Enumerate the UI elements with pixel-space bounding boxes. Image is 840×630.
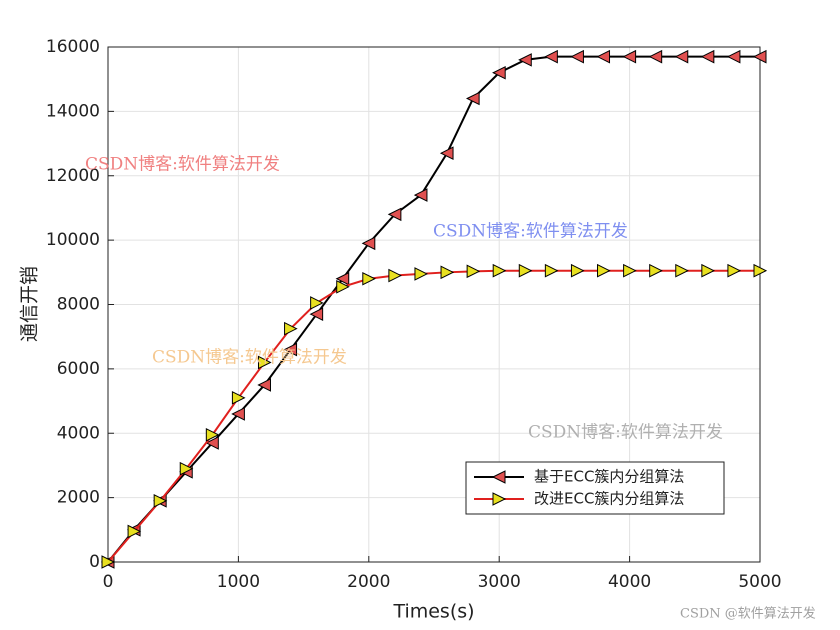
marker [205,428,220,442]
marker [205,436,219,450]
marker [648,49,663,64]
watermark: CSDN博客:软件算法开发 [528,423,723,443]
marker [283,342,298,357]
marker [336,279,350,294]
y-tick-label: 4000 [57,423,100,443]
marker [439,146,454,161]
legend-box [465,461,725,515]
marker [179,461,194,476]
legend-marker [492,492,507,506]
plot-frame [107,46,761,563]
marker [518,263,533,278]
marker [257,355,272,370]
marker [388,268,402,283]
x-tick-label: 1000 [217,572,260,592]
x-tick-label: 4000 [608,572,651,592]
x-tick-label: 0 [103,572,114,592]
marker [414,267,429,281]
marker [675,263,689,278]
marker [570,49,584,64]
marker [440,265,455,280]
marker [466,264,481,279]
marker [596,49,611,64]
legend-marker [491,470,506,484]
marker [649,263,663,278]
y-tick-label: 0 [89,552,100,572]
marker [466,91,480,106]
marker [257,378,271,392]
x-tick-label: 5000 [738,572,781,592]
marker [492,65,506,80]
marker [623,263,637,278]
marker [153,494,168,508]
marker [674,49,689,64]
marker [127,524,142,539]
y-tick-label: 14000 [46,101,100,121]
marker [413,188,428,202]
y-tick-label: 10000 [46,230,100,250]
y-axis-label: 通信开销 [19,266,41,342]
y-tick-label: 8000 [57,295,100,315]
marker [544,263,559,278]
marker [518,53,532,67]
marker [492,263,507,278]
marker [753,263,768,278]
marker [362,271,376,286]
marker [335,271,350,286]
y-tick-label: 16000 [46,37,100,57]
marker [231,391,246,405]
y-tick-label: 6000 [57,359,100,379]
y-tick-label: 12000 [46,166,100,186]
watermark: CSDN博客:软件算法开发 [85,155,280,175]
watermark: CSDN @软件算法开发 [680,606,816,622]
marker [752,49,767,64]
marker [544,49,558,64]
marker [387,207,402,222]
marker [284,321,298,336]
marker [570,263,585,278]
marker [597,263,611,278]
marker [701,263,715,278]
x-tick-label: 2000 [347,572,390,592]
legend-label: 基于ECC簇内分组算法 [534,468,684,486]
marker [310,296,324,310]
marker [727,263,742,278]
x-axis-label: Times(s) [392,601,474,623]
x-tick-label: 3000 [478,572,521,592]
y-tick-label: 2000 [57,488,100,508]
watermark: CSDN博客:软件算法开发 [152,348,347,368]
marker [700,49,715,64]
marker [726,49,741,64]
marker [101,555,116,569]
marker [309,307,324,321]
watermark: CSDN博客:软件算法开发 [433,222,628,242]
marker [622,49,637,64]
marker [361,236,376,251]
marker [231,407,245,421]
legend-label: 改进ECC簇内分组算法 [534,490,684,508]
